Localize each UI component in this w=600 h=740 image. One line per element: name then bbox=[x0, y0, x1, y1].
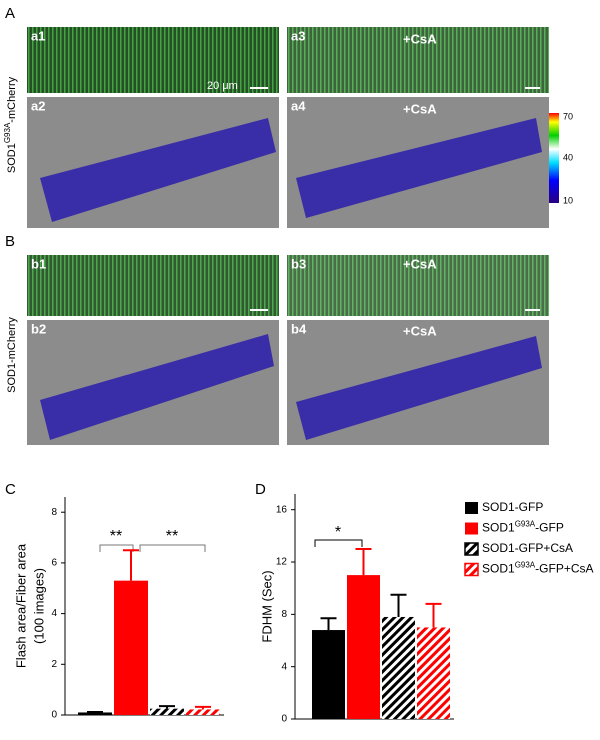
legend-swatch bbox=[465, 522, 478, 535]
surface bbox=[296, 118, 542, 218]
legend-label-sup: G93A bbox=[515, 560, 536, 569]
legend-swatch bbox=[464, 542, 479, 556]
bar bbox=[382, 616, 415, 719]
legend-label-part: SOD1-GFP bbox=[482, 500, 543, 514]
image-label: a1 bbox=[31, 28, 45, 43]
surface bbox=[296, 336, 542, 440]
image-label: a2 bbox=[31, 98, 45, 113]
legend-label: SOD1G93A-GFP+CsA bbox=[482, 560, 594, 576]
image-label: a4 bbox=[291, 98, 306, 113]
significance: ** bbox=[110, 528, 122, 545]
image-label: b2 bbox=[31, 321, 46, 336]
image bbox=[27, 27, 279, 93]
y-tick-label: 4 bbox=[281, 661, 287, 672]
bar bbox=[312, 630, 345, 719]
image bbox=[27, 255, 279, 316]
colorbar-tick: 70 bbox=[563, 111, 573, 121]
y-axis-label: (100 images) bbox=[31, 568, 46, 644]
y-tick-label: 8 bbox=[51, 507, 57, 518]
bracket bbox=[99, 544, 206, 552]
row-label: SOD1-mCherry bbox=[6, 317, 18, 393]
error-bar bbox=[195, 705, 211, 710]
y-tick-label: 0 bbox=[281, 714, 287, 725]
error-bar bbox=[425, 602, 442, 628]
error-bar bbox=[355, 547, 372, 576]
colorbar bbox=[549, 113, 559, 203]
surface bbox=[40, 118, 276, 222]
error-bar bbox=[320, 617, 337, 631]
y-tick-label: 8 bbox=[281, 609, 287, 620]
image-note: +CsA bbox=[403, 323, 437, 338]
error-bar bbox=[390, 593, 407, 617]
y-tick-label: 6 bbox=[51, 558, 57, 569]
significance: ** bbox=[166, 528, 178, 545]
legend-label-part: -GFP+CsA bbox=[535, 562, 593, 576]
error-bar bbox=[87, 710, 103, 713]
scale-label: 20 μm bbox=[207, 80, 238, 92]
image-panels bbox=[27, 27, 559, 445]
row-label-sup: G93A bbox=[3, 122, 12, 143]
image-label: b3 bbox=[291, 256, 306, 271]
colorbar-tick: 10 bbox=[563, 195, 573, 205]
surface bbox=[40, 334, 274, 440]
y-tick-label: 4 bbox=[51, 608, 57, 619]
image bbox=[287, 255, 549, 316]
bar bbox=[347, 575, 380, 719]
legend-label-part: SOD1 bbox=[482, 521, 515, 535]
y-tick-label: 2 bbox=[51, 659, 57, 670]
colorbar-tick: 40 bbox=[563, 152, 573, 162]
image-note: +CsA bbox=[403, 31, 437, 46]
y-tick-label: 16 bbox=[276, 504, 288, 515]
bar bbox=[150, 708, 184, 715]
legend-label: SOD1-GFP bbox=[482, 500, 543, 514]
legend-label-part: SOD1-GFP+CsA bbox=[482, 541, 573, 555]
bracket bbox=[314, 539, 363, 547]
significance: * bbox=[335, 524, 341, 541]
legend-label-sup: G93A bbox=[515, 519, 536, 528]
panel-label: D bbox=[255, 481, 266, 498]
image bbox=[287, 27, 549, 93]
panel-label: B bbox=[5, 233, 15, 250]
legend-swatch bbox=[464, 562, 479, 577]
image-label: b1 bbox=[31, 256, 46, 271]
error-bar bbox=[159, 705, 175, 709]
image-label: a3 bbox=[291, 28, 305, 43]
error-bar bbox=[123, 549, 139, 581]
y-tick-label: 0 bbox=[51, 710, 57, 721]
image-note: +CsA bbox=[403, 101, 437, 116]
y-axis-label: FDHM (Sec) bbox=[259, 570, 274, 642]
row-label: SOD1G93A-mCherry bbox=[3, 76, 18, 173]
row-label-part: SOD1 bbox=[6, 143, 18, 173]
panel-label: A bbox=[5, 5, 15, 22]
y-axis-label: Flash area/Fiber area bbox=[13, 543, 28, 668]
image-label: b4 bbox=[291, 321, 307, 336]
image-note: +CsA bbox=[403, 256, 437, 271]
legend-swatch bbox=[465, 502, 478, 514]
bar bbox=[417, 627, 450, 719]
panel-label: C bbox=[5, 481, 16, 498]
legend-label: SOD1G93A-GFP bbox=[482, 519, 564, 535]
bar bbox=[186, 709, 220, 715]
legend-label-part: SOD1 bbox=[482, 562, 515, 576]
row-label-part: -mCherry bbox=[6, 76, 18, 122]
bar bbox=[78, 712, 112, 715]
bar bbox=[114, 580, 148, 715]
legend-label: SOD1-GFP+CsA bbox=[482, 541, 573, 555]
legend-label-part: -GFP bbox=[535, 521, 564, 535]
y-tick-label: 12 bbox=[276, 557, 288, 568]
